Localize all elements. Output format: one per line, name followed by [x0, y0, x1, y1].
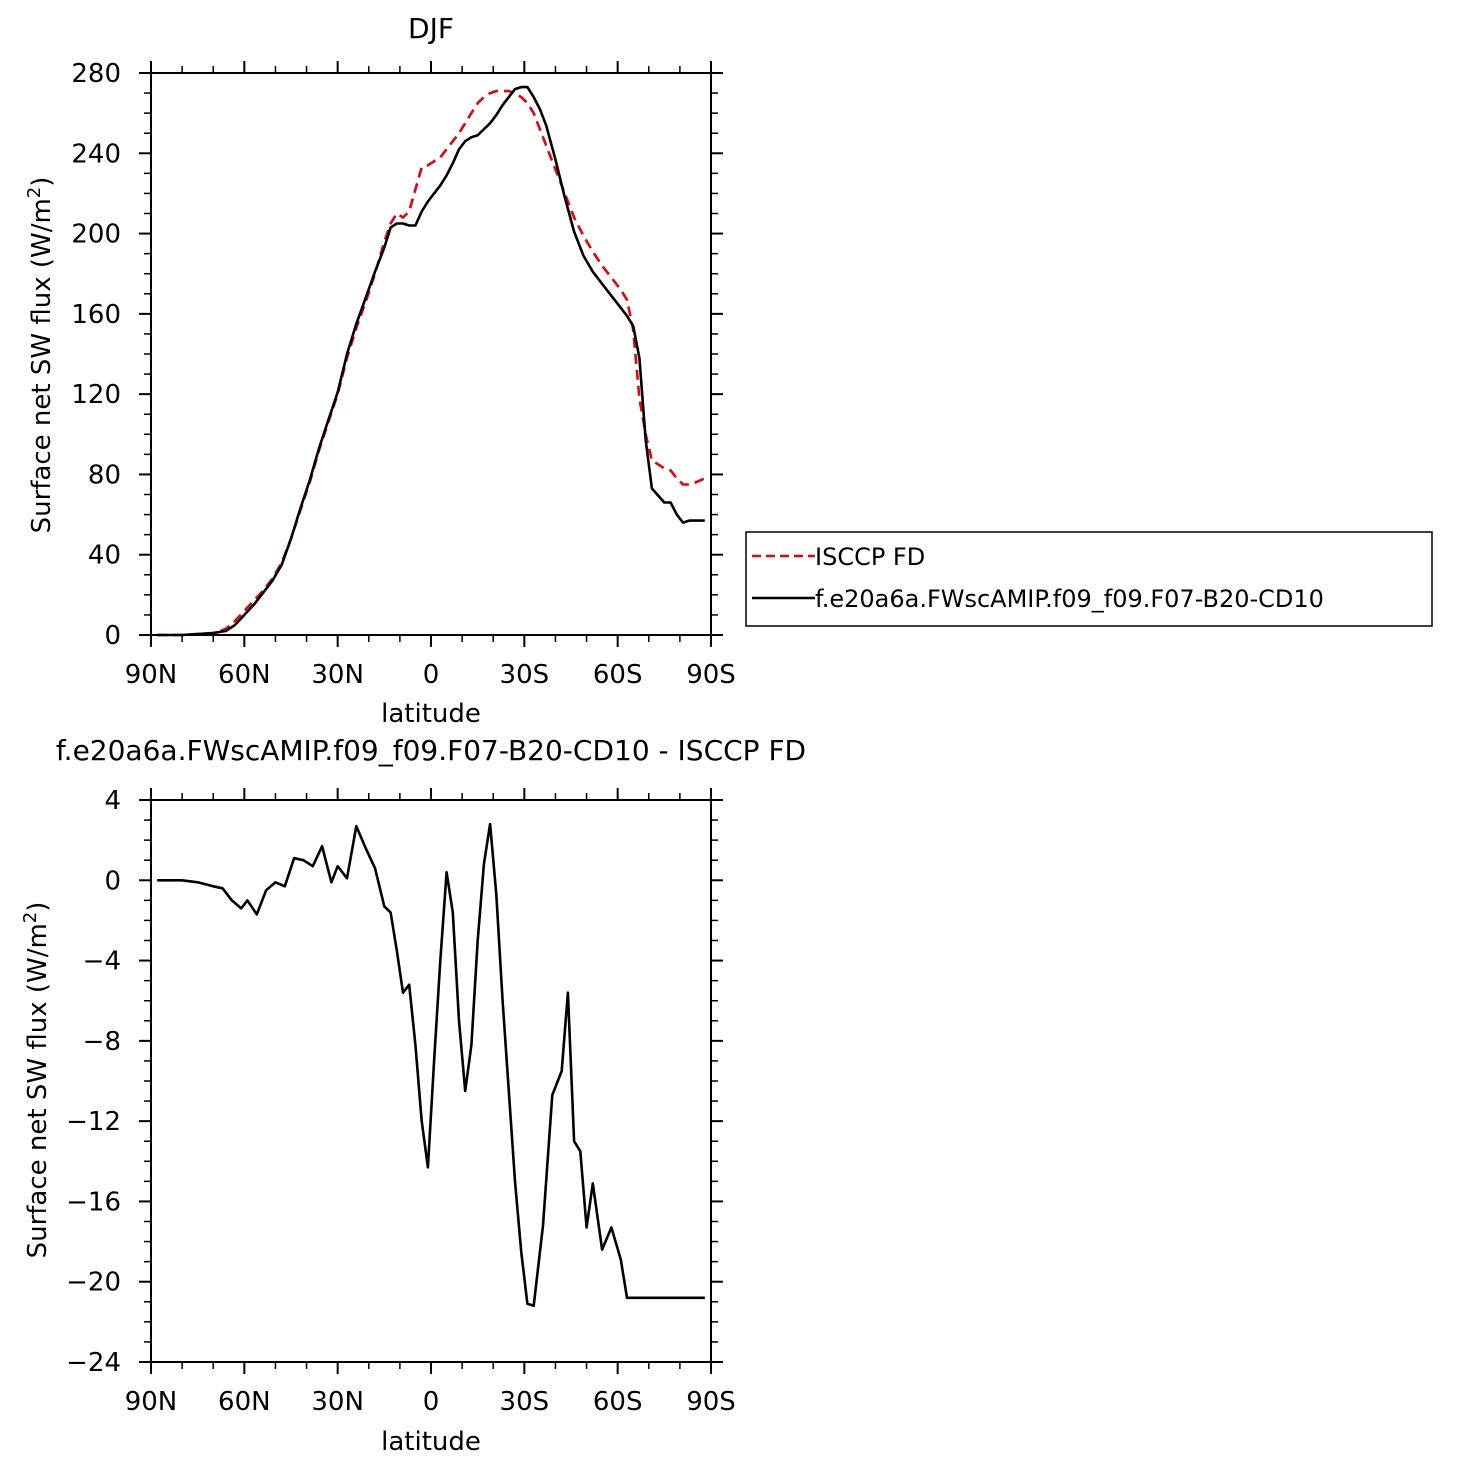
y-axis-label-main: Surface net SW flux (W/m — [23, 923, 53, 1258]
y-tick-label: 80 — [88, 460, 121, 490]
x-axis-label: latitude — [381, 699, 481, 729]
y-tick-label: −12 — [66, 1107, 121, 1137]
legend-label-isccp: ISCCP FD — [815, 543, 925, 571]
axis-ticks — [139, 61, 723, 647]
y-axis-label: Surface net SW flux (W/m2) — [24, 177, 57, 534]
y-tick-label: 0 — [104, 621, 121, 651]
x-axis-label: latitude — [381, 1427, 481, 1457]
x-tick-label: 90N — [125, 660, 178, 690]
tick-labels: 90N 60N 30N 0 30S 60S 90S 0 40 80 120 160 200 240 280 — [71, 59, 735, 690]
x-tick-label: 90S — [686, 1387, 736, 1417]
difference-chart-title: f.e20a6a.FWscAMIP.f09_f09.F07-B20-CD10 -… — [56, 734, 806, 767]
y-tick-label: −4 — [83, 947, 121, 977]
x-tick-label: 30N — [311, 660, 364, 690]
x-tick-label: 90S — [686, 660, 736, 690]
x-tick-label: 0 — [423, 660, 440, 690]
legend: ISCCP FD f.e20a6a.FWscAMIP.f09_f09.F07-B… — [745, 531, 1433, 627]
y-axis-label-end: ) — [27, 177, 57, 187]
x-tick-label: 90N — [125, 1387, 178, 1417]
y-tick-label: −8 — [83, 1027, 121, 1057]
chart-title: DJF — [408, 12, 454, 45]
chart-panel-bottom: f.e20a6a.FWscAMIP.f09_f09.F07-B20-CD10 -… — [20, 734, 806, 1457]
plot-frame — [150, 799, 712, 1363]
legend-label-model: f.e20a6a.FWscAMIP.f09_f09.F07-B20-CD10 — [815, 585, 1324, 613]
y-tick-label: 160 — [71, 300, 121, 330]
y-tick-label: 40 — [88, 541, 121, 571]
x-tick-label: 60S — [593, 660, 643, 690]
y-tick-label: 240 — [71, 139, 121, 169]
axis-ticks — [139, 788, 723, 1374]
y-tick-label: −16 — [66, 1187, 121, 1217]
series-line-0 — [157, 822, 705, 1308]
y-axis-label: Surface net SW flux (W/m2) — [20, 902, 53, 1259]
y-axis-label-main: Surface net SW flux (W/m — [27, 198, 57, 533]
x-tick-label: 0 — [423, 1387, 440, 1417]
x-tick-label: 30S — [500, 660, 550, 690]
y-tick-label: 4 — [104, 786, 121, 816]
y-tick-label: −24 — [66, 1348, 121, 1378]
series-layer — [157, 85, 706, 637]
y-axis-label-superscript: 2 — [24, 187, 45, 198]
y-tick-label: 280 — [71, 59, 121, 89]
y-tick-label: 0 — [104, 866, 121, 896]
series-line-0 — [157, 89, 706, 637]
x-tick-label: 30N — [311, 1387, 364, 1417]
y-tick-label: 120 — [71, 380, 121, 410]
chart-panel-top: DJF 90N 60N 30N 0 30S 60S 90S 0 40 80 120 160 200 240… — [24, 12, 736, 729]
x-tick-label: 60N — [218, 1387, 271, 1417]
y-tick-label: 200 — [71, 220, 121, 250]
y-axis-label-superscript: 2 — [20, 912, 41, 923]
series-line-1 — [157, 85, 705, 637]
x-tick-label: 60S — [593, 1387, 643, 1417]
y-axis-label-end: ) — [23, 902, 53, 912]
legend-box — [745, 531, 1433, 627]
plot-frame — [150, 72, 712, 636]
x-tick-label: 30S — [500, 1387, 550, 1417]
tick-labels: 90N 60N 30N 0 30S 60S 90S −24 −20 −16 −12 −8 −4 0 4 — [66, 786, 736, 1417]
y-tick-label: −20 — [66, 1268, 121, 1298]
series-layer — [157, 822, 705, 1308]
x-tick-label: 60N — [218, 660, 271, 690]
